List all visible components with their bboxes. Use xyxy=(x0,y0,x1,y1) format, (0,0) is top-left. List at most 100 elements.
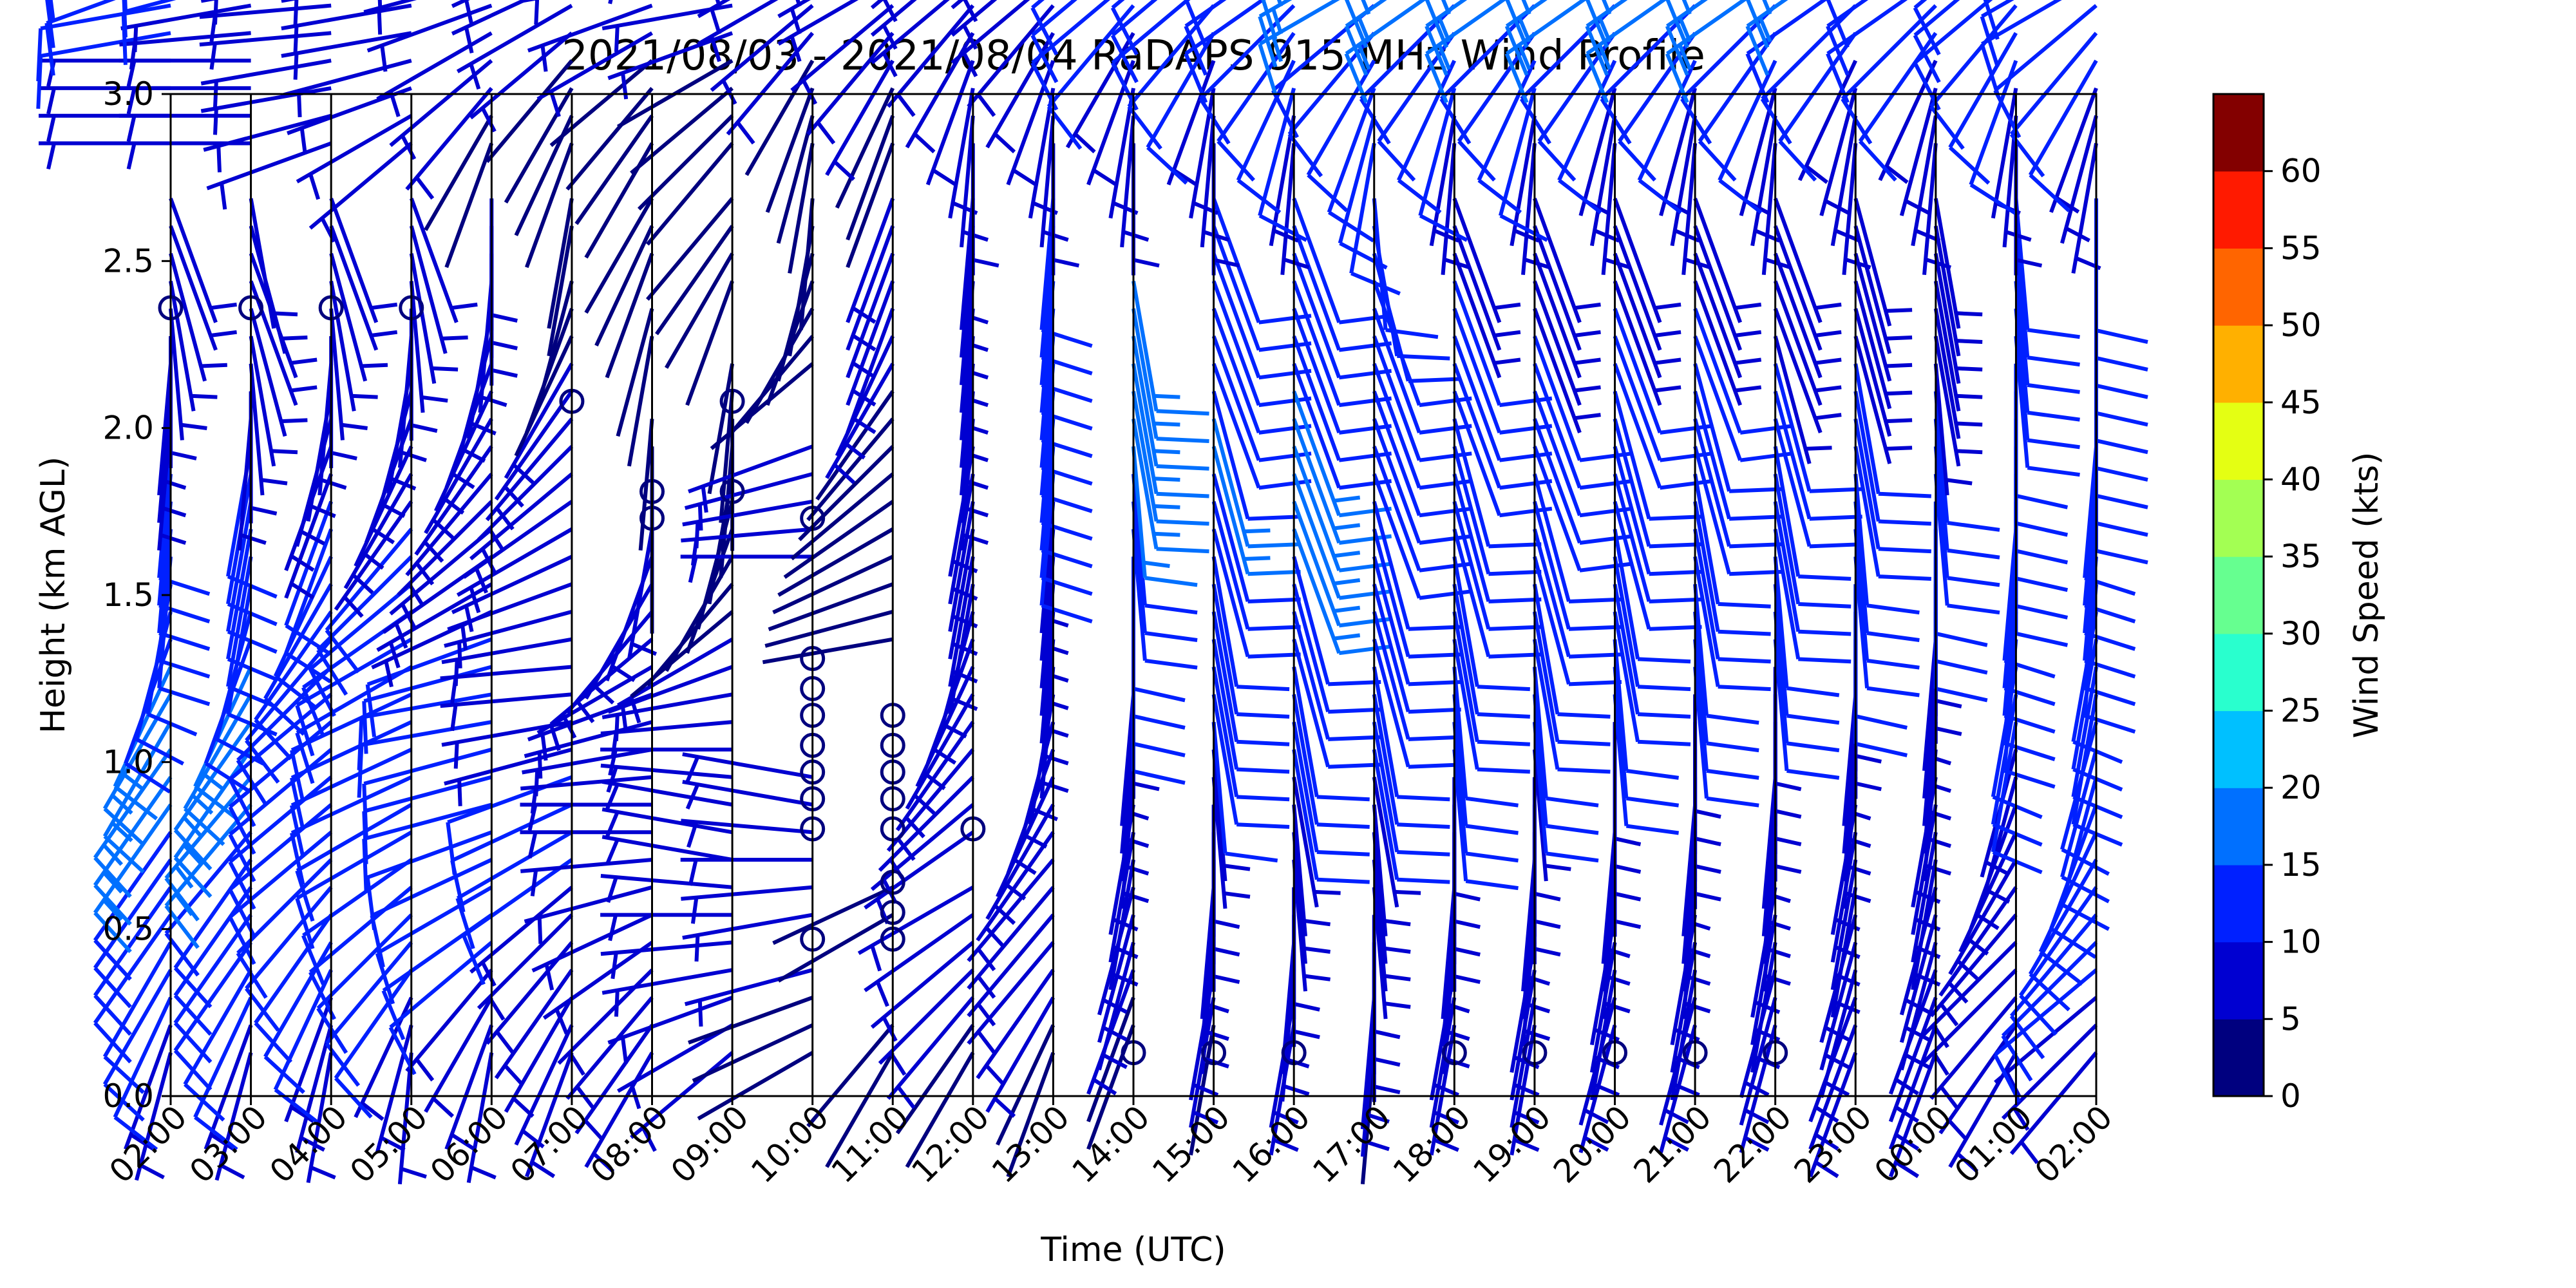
wind-barb xyxy=(1184,0,1208,48)
wind-barb xyxy=(226,529,278,681)
wind-barb xyxy=(462,500,573,594)
wind-barb xyxy=(1922,721,1952,854)
wind-barb xyxy=(1452,418,1542,549)
wind-barb xyxy=(1372,611,1461,741)
wind-barb xyxy=(1292,390,1392,518)
wind-barb xyxy=(1773,308,1842,433)
wind-barb xyxy=(469,32,573,133)
wind-barb xyxy=(1853,252,1913,382)
wind-barb xyxy=(489,198,518,331)
wind-barb xyxy=(2001,1023,2098,1132)
wind-barb xyxy=(1853,198,1913,327)
wind-barb xyxy=(617,638,734,724)
wind-barb xyxy=(456,4,573,90)
wind-barb xyxy=(574,1024,654,1142)
wind-barb xyxy=(1853,280,1913,410)
wind-barb xyxy=(1039,336,1093,486)
wind-barb xyxy=(2060,749,2110,904)
wind-barb xyxy=(1693,390,1783,521)
wind-barb xyxy=(2071,611,2123,764)
wind-barb xyxy=(905,1052,975,1168)
wind-barb xyxy=(1452,280,1553,408)
wind-barb xyxy=(1292,611,1381,741)
wind-barb xyxy=(48,0,55,21)
wind-barb xyxy=(1693,667,1759,808)
wind-barb xyxy=(1292,252,1392,380)
wind-barb xyxy=(1039,583,1069,716)
wind-barb xyxy=(547,225,574,357)
wind-barb xyxy=(1292,583,1381,714)
wind-barb xyxy=(1132,363,1209,498)
wind-barb xyxy=(1292,832,1331,964)
wind-barb xyxy=(765,87,815,213)
wind-barb xyxy=(1211,528,1301,659)
wind-barb xyxy=(357,720,492,798)
wind-barb xyxy=(726,335,814,439)
wind-barb xyxy=(1372,721,1450,857)
wind-barb xyxy=(646,197,734,301)
wind-barb xyxy=(1132,529,1198,670)
wind-barb xyxy=(1039,473,1093,623)
wind-barb xyxy=(680,858,813,886)
wind-barb xyxy=(522,0,540,25)
wind-barb xyxy=(835,87,895,209)
wind-barb xyxy=(1505,0,1531,48)
wind-barb xyxy=(409,281,448,413)
wind-barb xyxy=(1292,666,1370,802)
wind-barb xyxy=(764,610,894,648)
wind-barb xyxy=(1039,501,1069,634)
wind-barb xyxy=(524,1052,574,1179)
wind-barb xyxy=(450,802,573,913)
wind-barb xyxy=(681,819,813,848)
wind-barb xyxy=(1280,143,1310,275)
wind-barb xyxy=(1132,308,1209,443)
wind-barb xyxy=(1991,666,2043,819)
wind-barb xyxy=(1532,611,1611,746)
wind-barb xyxy=(354,445,413,570)
wind-barb xyxy=(1773,390,1862,521)
wind-barb xyxy=(1853,225,1913,354)
wind-barb xyxy=(414,445,493,563)
wind-barb xyxy=(1292,556,1381,687)
wind-barb xyxy=(1452,556,1530,692)
wind-barb xyxy=(316,913,413,1054)
wind-barb xyxy=(273,969,333,1124)
colorbar-tick-label: 50 xyxy=(2280,307,2322,344)
wind-barb xyxy=(1693,583,1759,725)
colorbar-frame xyxy=(2212,93,2265,1097)
wind-barb xyxy=(1132,667,1160,799)
wind-barb xyxy=(1372,308,1472,435)
wind-barb xyxy=(254,913,333,1064)
wind-barb xyxy=(846,142,895,269)
wind-barb xyxy=(685,280,734,406)
wind-barb xyxy=(1211,390,1301,521)
wind-barb xyxy=(1745,0,1772,48)
wind-barb xyxy=(325,941,413,1087)
wind-barb xyxy=(1681,887,1711,1019)
wind-barb xyxy=(1585,0,1612,48)
wind-barb xyxy=(638,419,654,551)
wind-barb xyxy=(1292,777,1341,908)
wind-barb xyxy=(1888,1024,1938,1151)
wind-barb xyxy=(1211,611,1290,746)
wind-barb xyxy=(1613,473,1702,603)
wind-barb xyxy=(608,0,613,5)
wind-barb xyxy=(1292,638,1381,769)
wind-barb xyxy=(1533,252,1601,379)
wind-barb xyxy=(806,1023,895,1128)
wind-barb xyxy=(960,419,989,551)
wind-barb xyxy=(1372,556,1461,687)
wind-barb xyxy=(514,335,574,457)
wind-barb xyxy=(1613,529,1691,664)
wind-barb xyxy=(951,0,978,23)
wind-barb xyxy=(584,1052,654,1173)
wind-barb xyxy=(777,527,894,597)
wind-barb xyxy=(1698,32,1777,182)
wind-barb xyxy=(1938,1024,2018,1142)
wind-barb xyxy=(1452,473,1542,603)
wind-barb xyxy=(1211,418,1301,549)
wind-barb xyxy=(1693,418,1783,549)
wind-barb xyxy=(776,115,815,244)
wind-barb xyxy=(1693,363,1783,493)
wind-barb xyxy=(1761,143,1791,275)
